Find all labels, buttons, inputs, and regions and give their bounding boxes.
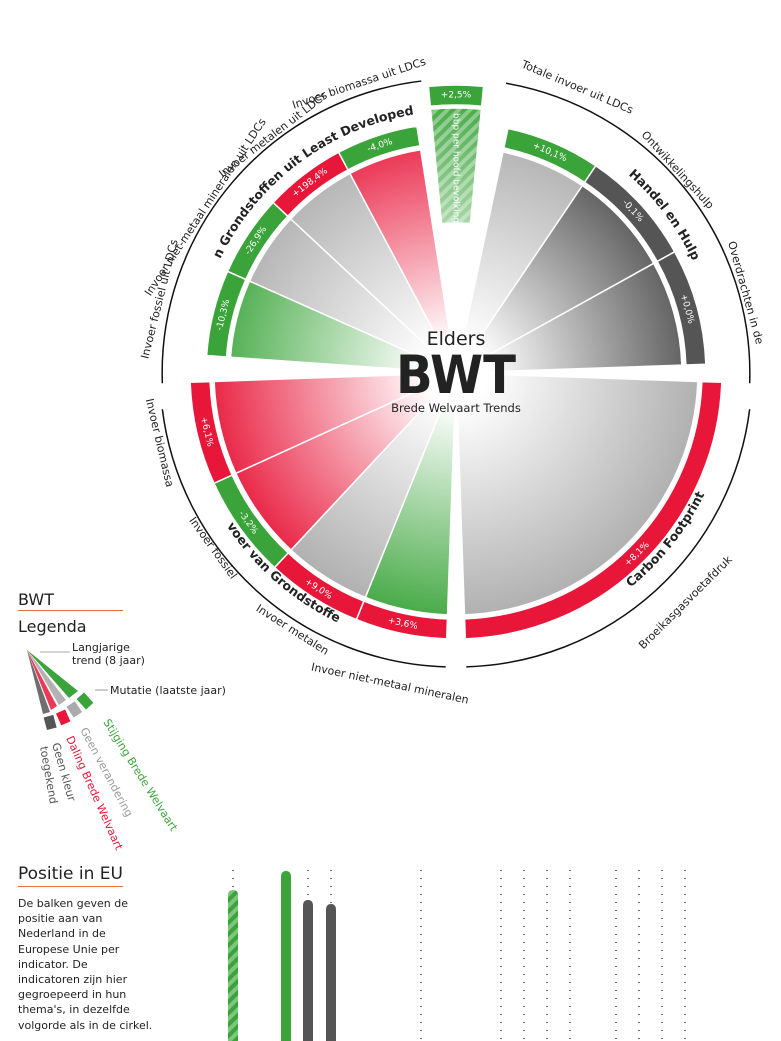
- indicator-mutation-band: [463, 380, 723, 640]
- center-bwt: BWT: [396, 345, 516, 406]
- center-subtitle: Brede Welvaart Trends: [391, 401, 521, 415]
- legend-subtitle: Legenda: [18, 617, 87, 636]
- indicator-trend-wedge: [455, 372, 699, 616]
- bbp-label: bbp per hoofd bevolking: [451, 113, 461, 223]
- eu-position-bars: [228, 871, 336, 1041]
- bbp-mutation-band: [427, 84, 485, 108]
- legend-mutation-label: Mutatie (laatste jaar): [110, 684, 226, 697]
- eu-position-dotted-guides: [232, 870, 686, 1041]
- eu-position-description: De balken geven de positie aan van Neder…: [18, 897, 153, 1032]
- indicator-trend-wedge: [213, 372, 441, 475]
- indicator-label: Overdrachten in de: [725, 240, 766, 346]
- legend-graphic: [27, 650, 108, 731]
- center-elders: Elders: [427, 328, 486, 350]
- bbp-value: +2,5%: [441, 91, 472, 101]
- indicator-label: Totale invoer uit LDCs: [519, 57, 636, 116]
- bbp-trend-stripes: [430, 107, 482, 224]
- indicator-mutation-band: [337, 125, 421, 171]
- indicator-label: Invoer biomassa: [143, 397, 176, 488]
- indicator-mutation-band: [189, 380, 234, 485]
- eu-position-title: Positie in EU: [18, 864, 123, 887]
- indicator-label: Invoer niet-metaal mineralen: [310, 660, 470, 706]
- legend-trend-label-2: trend (8 jaar): [72, 654, 145, 667]
- indicator-trend-wedge: [465, 184, 655, 366]
- indicator-trend-wedge: [348, 148, 455, 359]
- indicator-mutation-band: [656, 250, 707, 366]
- legend-trend-label-1: Langjarige: [72, 641, 130, 654]
- legend-title: BWT: [18, 590, 123, 611]
- indicator-trend-wedge: [470, 262, 683, 374]
